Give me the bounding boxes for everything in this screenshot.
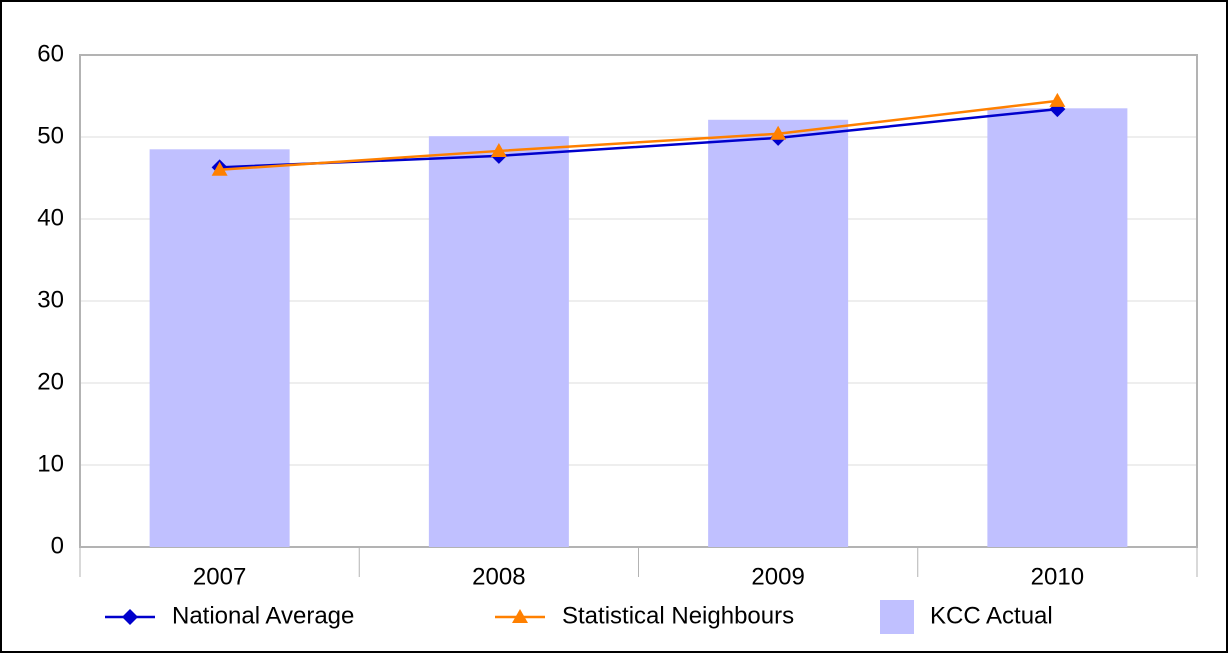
bar <box>149 149 290 548</box>
x-tick-label: 2009 <box>751 563 804 590</box>
x-tick-label: 2010 <box>1031 563 1084 590</box>
legend-label: Statistical Neighbours <box>562 602 794 629</box>
point-marker <box>211 161 228 176</box>
y-tick-label: 60 <box>37 40 64 67</box>
legend-label: National Average <box>172 602 354 629</box>
y-tick-label: 10 <box>37 450 64 477</box>
line <box>219 99 1058 172</box>
x-tick-label: 2007 <box>193 563 246 590</box>
point-marker <box>490 142 507 157</box>
point-marker <box>1049 92 1066 107</box>
bar <box>428 136 569 547</box>
x-tick-label: 2008 <box>472 563 525 590</box>
y-tick-label: 0 <box>51 532 64 559</box>
legend-swatch <box>880 600 914 634</box>
y-tick-label: 40 <box>37 204 64 231</box>
bar <box>987 108 1128 548</box>
legend-marker <box>512 609 528 623</box>
point-marker <box>770 125 787 140</box>
bar <box>708 119 849 547</box>
y-tick-label: 20 <box>37 368 64 395</box>
legend-marker <box>122 609 138 625</box>
legend-label: KCC Actual <box>930 602 1053 629</box>
y-tick-label: 50 <box>37 122 64 149</box>
y-tick-label: 30 <box>37 286 64 313</box>
